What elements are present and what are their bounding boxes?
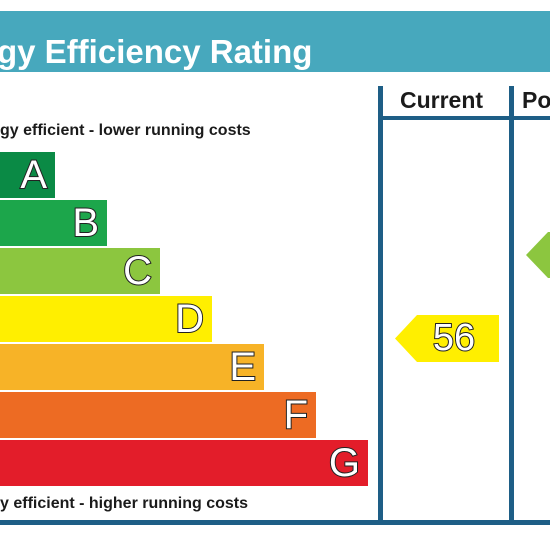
current-rating-value: 56 <box>432 316 476 360</box>
band-letter-c: C <box>122 248 153 294</box>
band-letter-e: E <box>228 344 257 390</box>
current-rating-arrow: 56 <box>395 315 499 362</box>
band-letter-b: B <box>71 200 100 246</box>
bottom-border <box>0 520 550 525</box>
band-c: C <box>0 248 160 294</box>
band-letter-g: G <box>328 440 361 486</box>
band-a: A <box>0 152 55 198</box>
band-letter-a: A <box>19 152 48 198</box>
top-note: gy efficient - lower running costs <box>0 122 251 139</box>
band-g: G <box>0 440 368 486</box>
band-f: F <box>0 392 316 438</box>
header-bar: gy Efficiency Rating <box>0 11 550 72</box>
potential-column-header: Po <box>522 87 550 113</box>
potential-rating-arrow-shape <box>526 232 550 278</box>
column-header-divider <box>378 116 550 120</box>
current-rating-arrow-shape <box>395 315 499 362</box>
band-d: D <box>0 296 212 342</box>
current-column-header: Current <box>400 87 484 113</box>
band-e: E <box>0 344 264 390</box>
potential-rating-arrow <box>526 232 550 278</box>
chart-title: gy Efficiency Rating <box>0 33 313 70</box>
current-column-right-border <box>509 86 514 524</box>
bottom-note: y efficient - higher running costs <box>0 495 249 512</box>
band-letter-f: F <box>283 392 309 438</box>
band-b: B <box>0 200 107 246</box>
current-column-left-border <box>378 86 383 524</box>
band-letter-d: D <box>174 296 205 342</box>
